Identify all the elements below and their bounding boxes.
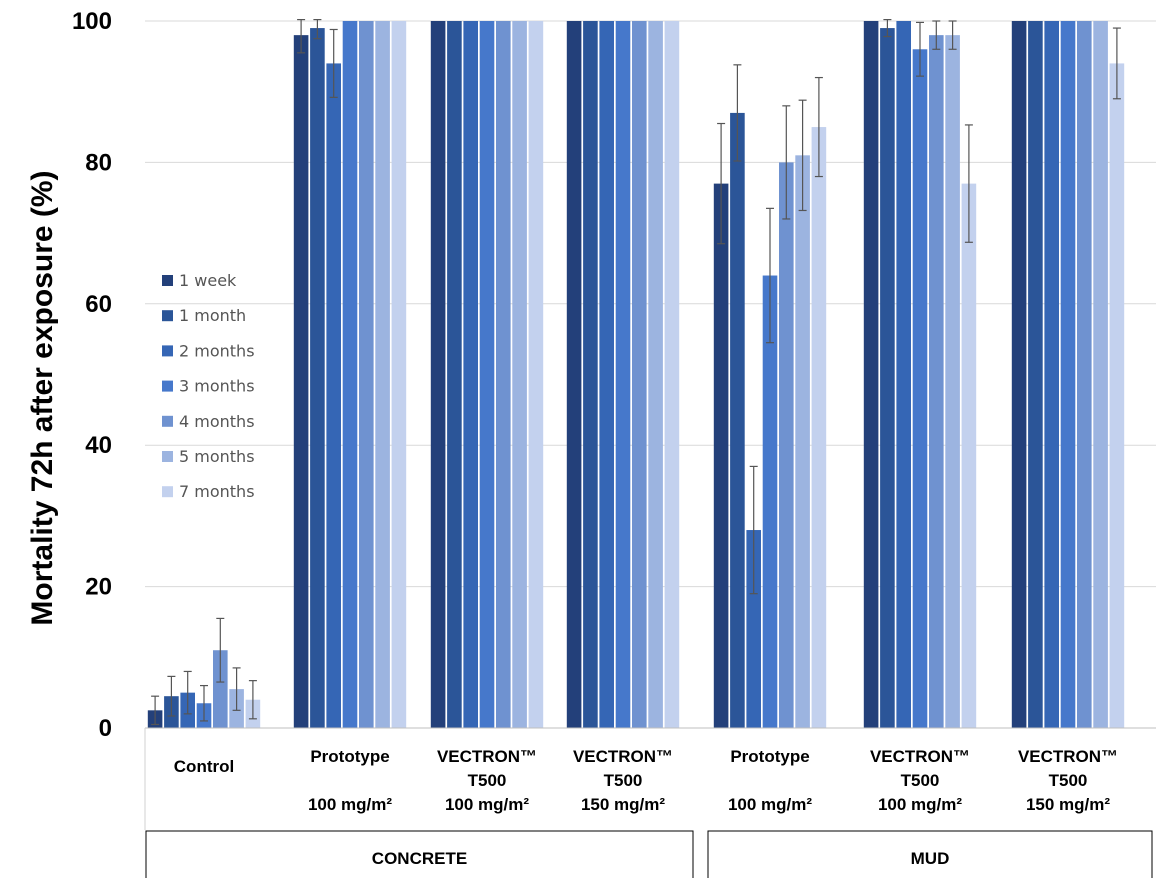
bar [648,21,663,728]
bar [1060,21,1076,728]
category-label: T500 [468,771,507,790]
category-labels: Control Prototype 100 mg/m² VECTRON™ T500 100… [174,747,1118,814]
bars [147,21,1125,729]
bar [293,35,309,728]
bar [1044,21,1059,728]
bar [326,63,341,729]
bar [359,21,374,728]
y-tick-label: 80 [85,149,112,176]
bar [463,21,478,728]
x-axis [144,727,1156,830]
bar [779,162,794,728]
legend-swatch [162,415,173,427]
bar [713,183,729,729]
category-label: 100 mg/m² [878,795,962,814]
category-label: 100 mg/m² [308,795,392,814]
bar [1093,21,1108,728]
bar [912,49,928,728]
legend-swatch [162,451,173,462]
bar [811,127,827,729]
y-tick-label: 60 [85,291,112,318]
category-label: VECTRON™ [1018,747,1118,766]
bar [213,650,228,728]
bar [1109,63,1125,729]
category-label: Control [174,757,234,776]
group-label: MUD [911,849,950,868]
bar [795,155,810,728]
error-bars [151,18,1121,726]
bar [430,21,446,728]
bar [961,183,977,729]
category-label: 150 mg/m² [1026,795,1110,814]
bar [375,21,390,728]
legend-label: 3 months [179,377,255,396]
legend-label: 5 months [179,447,255,466]
bar [342,21,358,728]
bar [746,530,761,728]
bar [1077,21,1092,728]
legend: 1 week 1 month 2 months 3 months 4 months 5 m… [162,271,255,501]
category-label: 100 mg/m² [445,795,529,814]
bar [664,21,680,728]
y-axis-tick-labels: 0 20 40 60 80 100 [72,8,112,742]
group-box [707,830,1153,878]
bar [945,35,960,728]
bar [929,35,944,728]
y-tick-label: 20 [85,574,112,601]
bar [496,21,511,728]
group-box [145,830,694,878]
bar [880,28,895,728]
bar [632,21,647,728]
legend-label: 1 month [179,306,246,325]
bar [1028,21,1043,728]
category-label: 150 mg/m² [581,795,665,814]
bar [762,275,778,728]
bar [863,21,879,728]
legend-swatch [162,486,173,498]
bar [566,21,582,728]
legend-swatch [162,275,173,286]
y-axis-label: Mortality 72h after exposure (%) [26,170,59,625]
legend-label: 2 months [179,341,255,360]
category-label: T500 [1049,771,1088,790]
legend-label: 7 months [179,482,255,501]
y-tick-label: 100 [72,8,112,35]
category-label: VECTRON™ [437,747,537,766]
category-label: VECTRON™ [573,747,673,766]
legend-label: 4 months [179,412,255,431]
y-tick-label: 40 [85,432,112,459]
bar [599,21,614,728]
legend-swatch [162,380,173,392]
bar [479,21,495,728]
category-label: 100 mg/m² [728,795,812,814]
legend-label: 1 week [179,271,237,290]
bar [528,21,544,728]
category-label: Prototype [310,747,389,766]
category-label: VECTRON™ [870,747,970,766]
group-labels: CONCRETE MUD [145,830,1153,878]
bar [512,21,527,728]
legend-swatch [162,310,173,322]
legend-swatch [162,345,173,357]
bar [730,112,745,728]
bar [896,21,911,728]
category-label: T500 [604,771,643,790]
category-label: T500 [901,771,940,790]
bar [1011,21,1027,728]
bar [447,21,462,728]
bar [615,21,631,728]
bar [583,21,598,728]
group-label: CONCRETE [372,849,467,868]
bar [310,28,325,728]
y-tick-label: 0 [99,715,112,742]
category-label: Prototype [730,747,809,766]
bar [391,21,407,728]
